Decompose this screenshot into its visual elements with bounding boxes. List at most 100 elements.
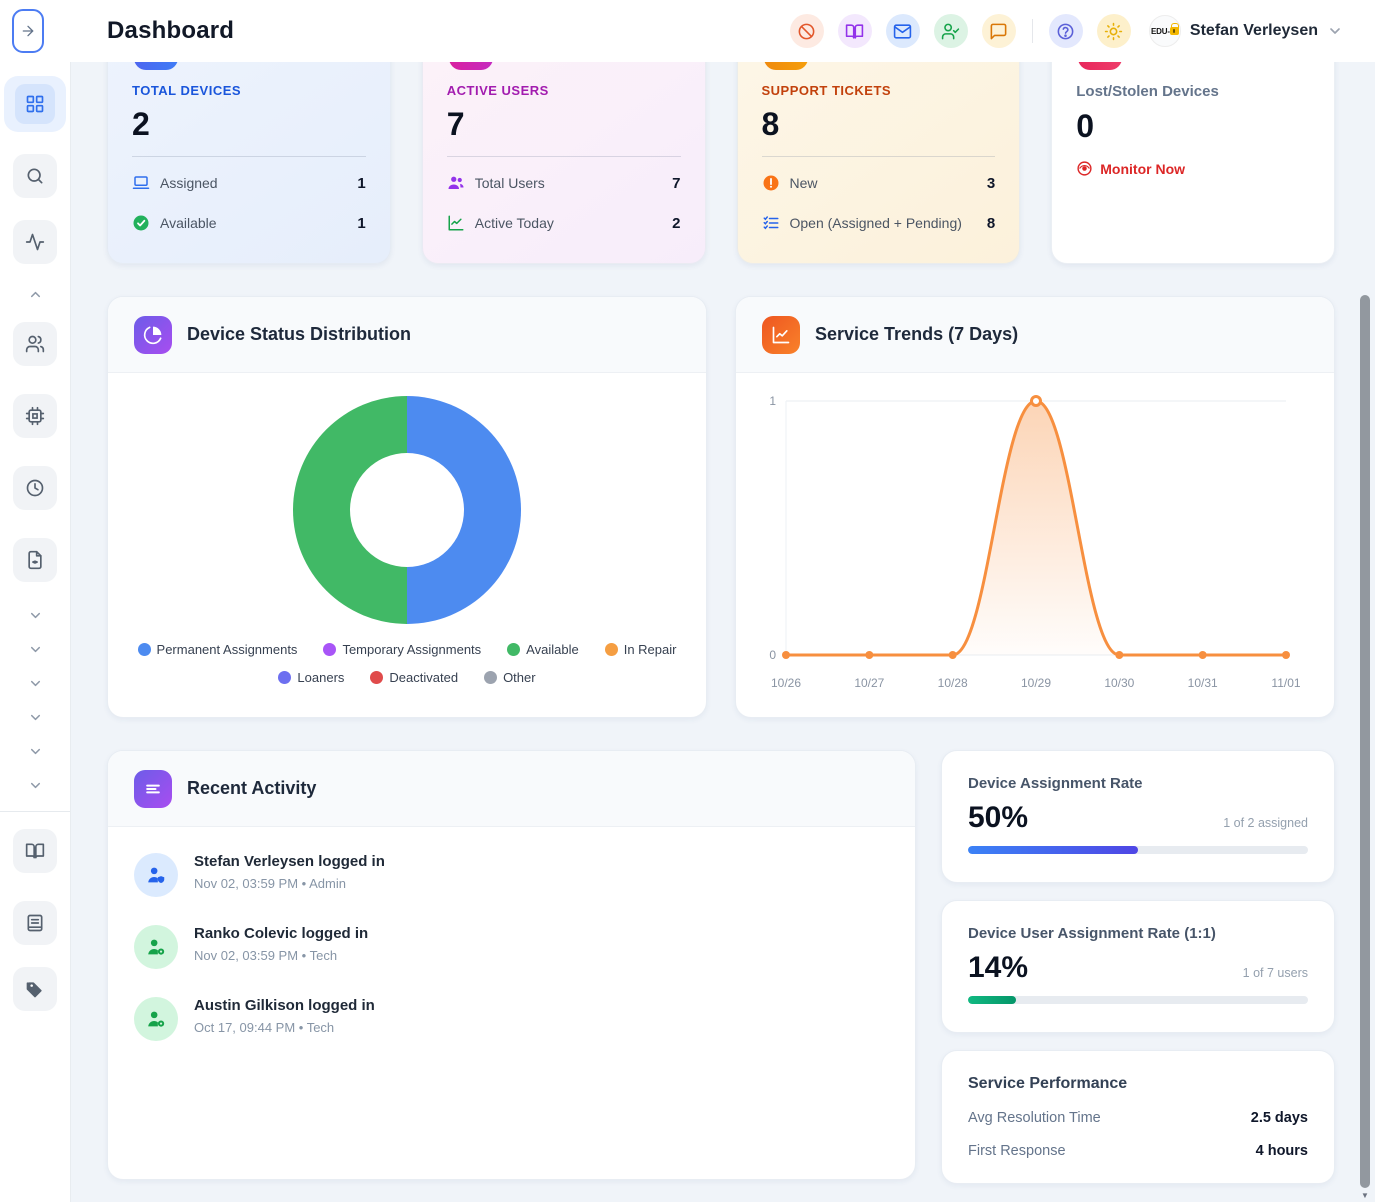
- panel-header: Recent Activity: [108, 751, 915, 827]
- users-icon: [25, 335, 45, 353]
- user-check-icon: [942, 23, 960, 39]
- perf-label: Avg Resolution Time: [968, 1110, 1101, 1126]
- legend-item-in-repair[interactable]: In Repair: [604, 642, 676, 657]
- svg-text:0: 0: [769, 648, 776, 662]
- stat-card-support-tickets: SUPPORT TICKETS 8 New 3 Open (Assigned +…: [736, 62, 1021, 264]
- donut-chart[interactable]: [293, 396, 521, 624]
- stat-row-label: New: [789, 175, 818, 191]
- progress-bar: [968, 996, 1308, 1004]
- progress-bar: [968, 846, 1308, 854]
- perf-row: First Response 4 hours: [968, 1143, 1308, 1159]
- sidebar-item-dashboard[interactable]: [4, 76, 66, 132]
- metric-value: 14%: [968, 951, 1029, 984]
- metric-note: 1 of 7 users: [1242, 966, 1308, 980]
- sidebar-item-logout[interactable]: [13, 967, 57, 1011]
- stat-row-label: Assigned: [160, 175, 218, 191]
- metric-value: 50%: [968, 801, 1029, 834]
- monitor-now-label: Monitor Now: [1100, 160, 1186, 177]
- legend-item-permanent[interactable]: Permanent Assignments: [137, 642, 297, 657]
- arrow-right-icon: [22, 25, 34, 37]
- block-user-button[interactable]: [789, 14, 824, 48]
- svg-text:10/27: 10/27: [854, 676, 884, 690]
- svg-text:10/30: 10/30: [1104, 676, 1134, 690]
- sidebar-expander-3[interactable]: [28, 675, 43, 691]
- monitor-now-link[interactable]: Monitor Now: [1076, 160, 1185, 177]
- legend-item-available[interactable]: Available: [507, 642, 579, 657]
- bottom-row: Recent Activity Stefan Verleysen logged …: [107, 750, 1335, 1184]
- divider: [761, 156, 996, 157]
- help-circle-icon: [1058, 23, 1074, 39]
- activity-item[interactable]: Austin Gilkison logged in Oct 17, 09:44 …: [134, 997, 889, 1041]
- legend-item-deactivated[interactable]: Deactivated: [370, 670, 458, 685]
- activity-list: Stefan Verleysen logged in Nov 02, 03:59…: [108, 827, 915, 1095]
- device-assignment-rate-card: Device Assignment Rate 50% 1 of 2 assign…: [941, 750, 1335, 883]
- stat-row-assigned: Assigned 1: [132, 163, 366, 203]
- sidebar-item-activity[interactable]: [13, 220, 57, 264]
- feedback-button[interactable]: [981, 14, 1016, 48]
- legend-dot: [507, 643, 521, 656]
- chevron-down-icon: [1330, 28, 1340, 34]
- library-button[interactable]: [837, 14, 872, 48]
- theme-toggle-button[interactable]: [1096, 14, 1131, 48]
- sidebar-item-docs[interactable]: [13, 829, 57, 873]
- chevron-down-icon: [30, 612, 40, 618]
- perf-label: First Response: [968, 1143, 1066, 1159]
- sidebar-expander-4[interactable]: [28, 709, 43, 725]
- sidebar-expander-6[interactable]: [28, 777, 43, 793]
- trend-up-icon: [448, 215, 464, 231]
- sidebar-item-reports[interactable]: [13, 538, 57, 582]
- user-approvals-button[interactable]: [933, 14, 968, 48]
- activity-item[interactable]: Ranko Colevic logged in Nov 02, 03:59 PM…: [134, 925, 889, 969]
- sidebar-item-devices[interactable]: [13, 394, 57, 438]
- header-divider: [1031, 19, 1033, 43]
- chevron-down-icon: [30, 680, 40, 686]
- perf-value: 4 hours: [1255, 1143, 1308, 1159]
- activity-item[interactable]: Stefan Verleysen logged in Nov 02, 03:59…: [134, 853, 889, 897]
- sidebar-item-search[interactable]: [13, 154, 57, 198]
- divider: [132, 156, 366, 157]
- stat-card-value: 8: [761, 106, 780, 142]
- user-shield-icon: [134, 853, 178, 897]
- eye-icon: [1077, 161, 1092, 176]
- stat-card-active-users: ACTIVE USERS 7 Total Users 7 Active Toda…: [421, 62, 706, 264]
- sidebar-expander-2[interactable]: [28, 641, 43, 657]
- panel-header: Service Trends (7 Days): [736, 297, 1334, 373]
- sidebar-collapse-chevron[interactable]: [28, 286, 43, 302]
- sidebar-expander-1[interactable]: [28, 607, 43, 623]
- activity-title: Stefan Verleysen logged in: [194, 853, 385, 870]
- stat-row-total-users: Total Users 7: [447, 163, 681, 203]
- donut-chart-area: Permanent Assignments Temporary Assignme…: [108, 373, 706, 698]
- activity-meta: Oct 17, 09:44 PM • Tech: [194, 1020, 335, 1035]
- stat-card-total-devices: TOTAL DEVICES 2 Assigned 1 Available 1: [107, 62, 391, 264]
- scrollbar[interactable]: [1360, 295, 1370, 1188]
- dashboard-grid-icon: [15, 84, 55, 124]
- charts-row: Device Status Distribution Permanent Ass…: [107, 296, 1335, 718]
- avatar-text: EDU-: [1151, 26, 1170, 36]
- line-chart[interactable]: 10/26 10/27 10/28 10/29 10/30 10/31 11/01 1 0: [756, 387, 1316, 699]
- messages-button[interactable]: [885, 14, 920, 48]
- card-icon-badge: [1078, 62, 1123, 70]
- stat-row-active-today: Active Today 2: [447, 203, 681, 243]
- stat-card-lost-stolen: Lost/Stolen Devices 0 Monitor Now: [1051, 62, 1335, 264]
- activity-icon: [25, 233, 45, 251]
- help-button[interactable]: [1048, 14, 1083, 48]
- service-performance-card: Service Performance Avg Resolution Time …: [941, 1050, 1335, 1184]
- legend-item-loaners[interactable]: Loaners: [278, 670, 344, 685]
- stat-row-value: 7: [672, 174, 681, 192]
- legend-item-other[interactable]: Other: [484, 670, 536, 685]
- sidebar-item-journal[interactable]: [13, 901, 57, 945]
- sidebar-toggle-button[interactable]: [12, 9, 44, 53]
- activity-meta: Nov 02, 03:59 PM • Tech: [194, 948, 338, 963]
- user-menu[interactable]: EDU- Stefan Verleysen: [1148, 15, 1343, 47]
- sidebar-expander-5[interactable]: [28, 743, 43, 759]
- scroll-down-arrow[interactable]: ▼: [1361, 1191, 1369, 1200]
- svg-text:11/01: 11/01: [1271, 676, 1300, 690]
- list-checks-icon: [763, 216, 778, 230]
- perf-row: Avg Resolution Time 2.5 days: [968, 1110, 1308, 1126]
- activity-meta: Nov 02, 03:59 PM • Admin: [194, 876, 346, 891]
- users-icon: [448, 176, 464, 189]
- legend-item-temporary[interactable]: Temporary Assignments: [323, 642, 481, 657]
- service-performance-title: Service Performance: [968, 1075, 1128, 1092]
- sidebar-item-users[interactable]: [13, 322, 57, 366]
- sidebar-item-history[interactable]: [13, 466, 57, 510]
